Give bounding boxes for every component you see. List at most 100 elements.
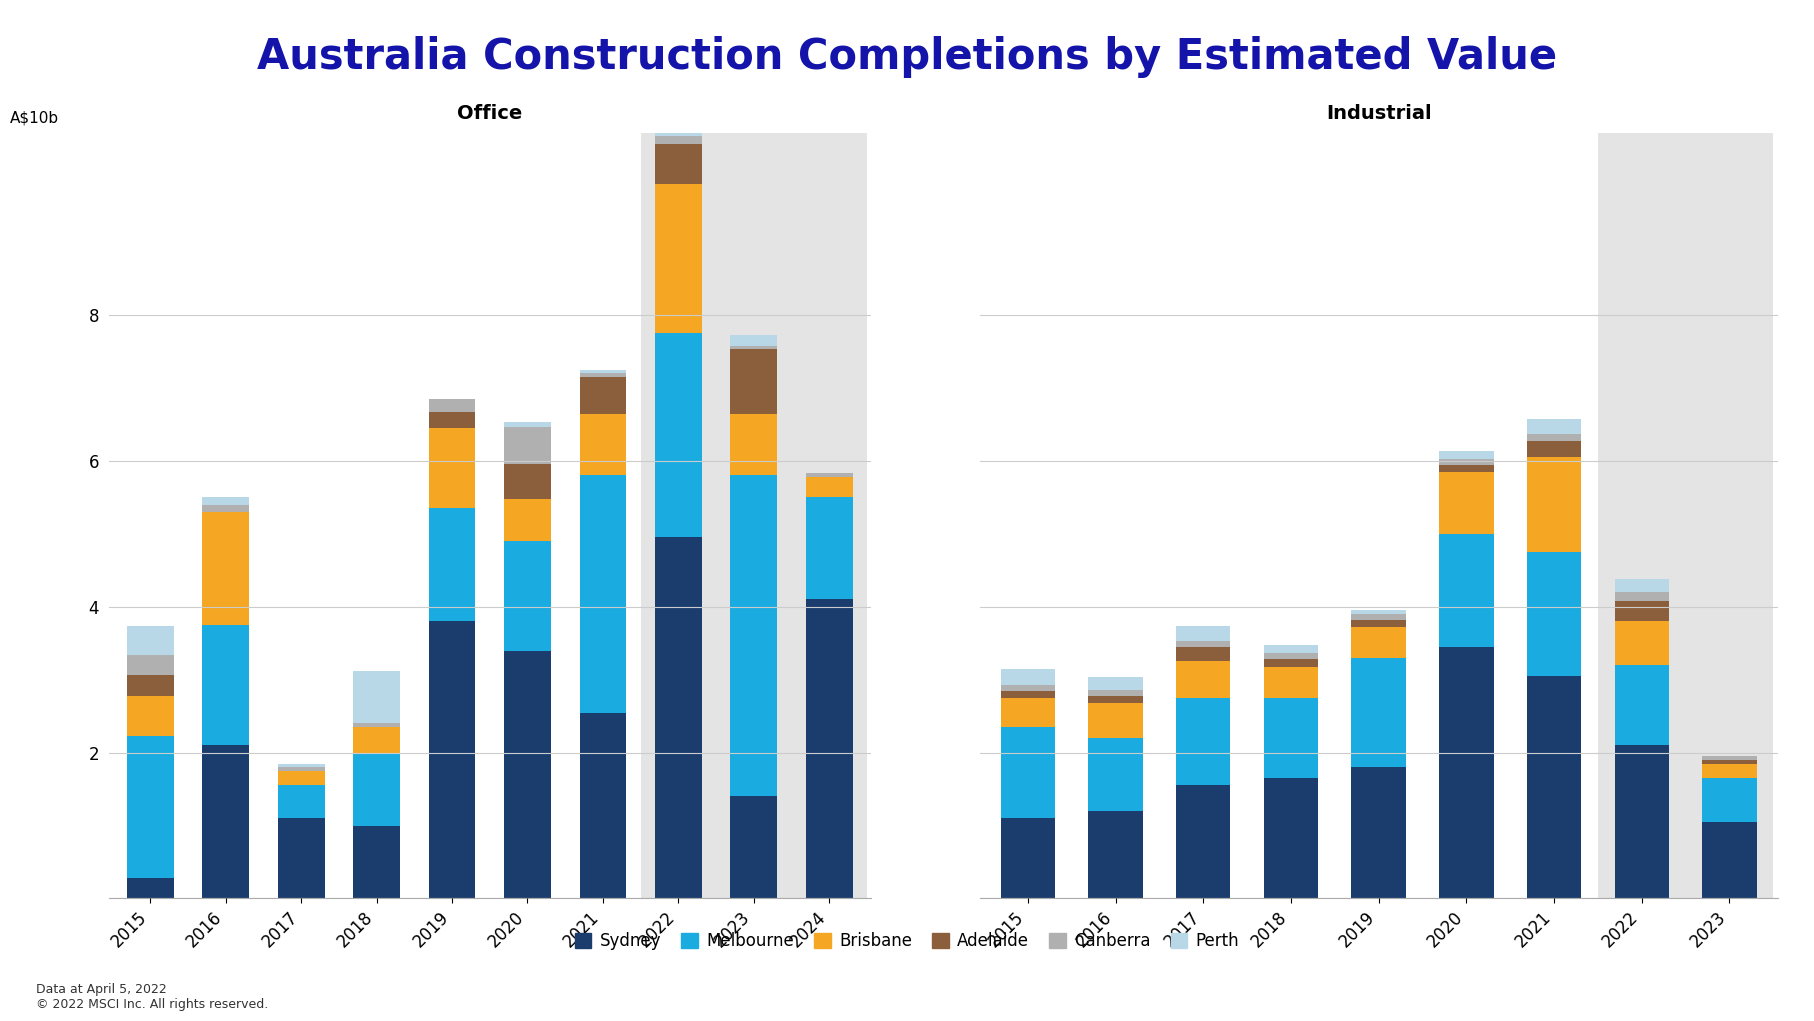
- Bar: [278, 771, 325, 785]
- Bar: [805, 477, 853, 497]
- Bar: [1527, 420, 1582, 434]
- Bar: [579, 414, 626, 476]
- Bar: [579, 476, 626, 713]
- Bar: [1439, 472, 1493, 534]
- Bar: [354, 752, 401, 826]
- Bar: [1001, 669, 1056, 685]
- Bar: [1702, 822, 1756, 898]
- Bar: [1527, 676, 1582, 898]
- Bar: [504, 541, 551, 650]
- Bar: [203, 497, 249, 504]
- Bar: [127, 626, 174, 654]
- Bar: [731, 796, 776, 898]
- Bar: [1351, 627, 1406, 658]
- Title: Industrial: Industrial: [1326, 104, 1431, 123]
- Bar: [731, 349, 776, 414]
- Bar: [1264, 659, 1319, 668]
- Bar: [278, 764, 325, 767]
- Bar: [504, 464, 551, 499]
- Bar: [579, 370, 626, 374]
- Legend: Sydney, Melbourne, Brisbane, Adelaide, Canberra, Perth: Sydney, Melbourne, Brisbane, Adelaide, C…: [568, 925, 1246, 957]
- Bar: [1351, 611, 1406, 614]
- Bar: [1439, 465, 1493, 472]
- Bar: [1001, 690, 1056, 698]
- Bar: [127, 675, 174, 695]
- Bar: [1439, 451, 1493, 458]
- Bar: [1614, 601, 1669, 622]
- Bar: [504, 423, 551, 428]
- Bar: [1614, 622, 1669, 665]
- Bar: [1614, 592, 1669, 601]
- Bar: [1264, 698, 1319, 778]
- Bar: [731, 476, 776, 796]
- Bar: [1439, 647, 1493, 898]
- Bar: [1088, 703, 1143, 738]
- Bar: [203, 504, 249, 512]
- Bar: [428, 428, 475, 508]
- Bar: [805, 497, 853, 599]
- Bar: [731, 335, 776, 346]
- Bar: [805, 599, 853, 898]
- Bar: [1175, 785, 1230, 898]
- Bar: [1001, 727, 1056, 818]
- Bar: [655, 184, 702, 333]
- Bar: [731, 346, 776, 349]
- Bar: [1001, 698, 1056, 727]
- Bar: [1175, 641, 1230, 647]
- Bar: [1088, 690, 1143, 695]
- Bar: [203, 512, 249, 625]
- Bar: [504, 428, 551, 464]
- Bar: [1614, 745, 1669, 898]
- Bar: [1264, 645, 1319, 652]
- Bar: [655, 131, 702, 137]
- Bar: [1702, 760, 1756, 764]
- Bar: [1175, 647, 1230, 662]
- Bar: [655, 333, 702, 537]
- Bar: [579, 374, 626, 377]
- Bar: [354, 727, 401, 752]
- Bar: [278, 818, 325, 898]
- Bar: [127, 695, 174, 736]
- Bar: [504, 499, 551, 541]
- Bar: [127, 654, 174, 675]
- Bar: [1439, 534, 1493, 647]
- Bar: [1175, 698, 1230, 785]
- Bar: [731, 414, 776, 476]
- Bar: [1598, 133, 1774, 898]
- Bar: [428, 508, 475, 622]
- Bar: [640, 133, 867, 898]
- Bar: [127, 878, 174, 898]
- Bar: [354, 724, 401, 727]
- Bar: [655, 537, 702, 898]
- Bar: [203, 745, 249, 898]
- Bar: [354, 671, 401, 724]
- Bar: [1264, 778, 1319, 898]
- Bar: [1351, 620, 1406, 627]
- Bar: [1702, 778, 1756, 822]
- Bar: [1351, 658, 1406, 767]
- Bar: [1088, 738, 1143, 811]
- Bar: [1351, 767, 1406, 898]
- Bar: [1527, 457, 1582, 552]
- Bar: [655, 137, 702, 144]
- Bar: [1527, 441, 1582, 457]
- Bar: [428, 399, 475, 412]
- Bar: [1614, 665, 1669, 745]
- Text: Data at April 5, 2022
© 2022 MSCI Inc. All rights reserved.: Data at April 5, 2022 © 2022 MSCI Inc. A…: [36, 983, 268, 1011]
- Bar: [278, 767, 325, 771]
- Bar: [1001, 818, 1056, 898]
- Bar: [1439, 458, 1493, 465]
- Bar: [1088, 811, 1143, 898]
- Bar: [1264, 668, 1319, 698]
- Text: A$10b: A$10b: [9, 110, 58, 126]
- Bar: [1527, 434, 1582, 441]
- Bar: [1001, 685, 1056, 690]
- Bar: [1702, 757, 1756, 760]
- Bar: [1351, 614, 1406, 620]
- Bar: [504, 650, 551, 898]
- Text: Australia Construction Completions by Estimated Value: Australia Construction Completions by Es…: [258, 36, 1556, 78]
- Bar: [127, 736, 174, 878]
- Bar: [1175, 627, 1230, 641]
- Bar: [655, 144, 702, 184]
- Bar: [579, 377, 626, 414]
